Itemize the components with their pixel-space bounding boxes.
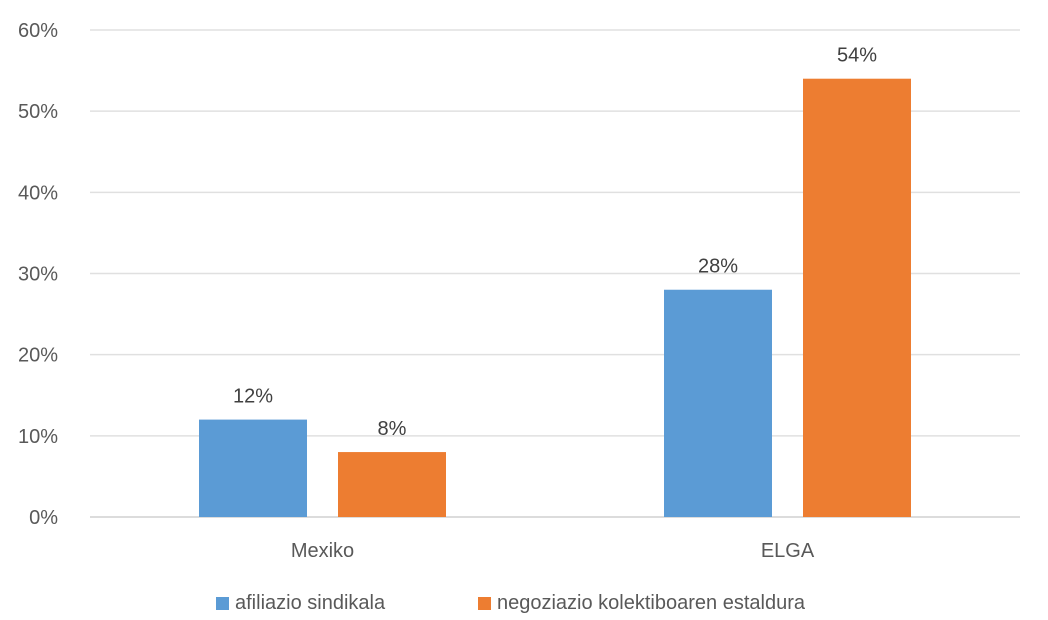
bar <box>664 289 772 517</box>
data-label: 12% <box>233 386 273 408</box>
legend-swatch <box>478 597 491 610</box>
bars <box>199 78 911 517</box>
y-tick-label: 10% <box>18 426 58 448</box>
legend-swatch <box>216 597 229 610</box>
y-tick-label: 60% <box>18 20 58 42</box>
legend: afiliazio sindikala negoziazio kolektiboa… <box>216 592 806 614</box>
x-axis-categories: Mexiko ELGA <box>291 540 815 562</box>
data-label: 8% <box>378 418 407 440</box>
legend-label: negoziazio kolektiboaren estaldura <box>497 592 806 614</box>
legend-label: afiliazio sindikala <box>235 592 386 614</box>
y-tick-label: 30% <box>18 264 58 286</box>
y-tick-label: 40% <box>18 182 58 204</box>
x-category-label: Mexiko <box>291 540 354 562</box>
y-tick-label: 20% <box>18 345 58 367</box>
y-axis-ticks: 0% 10% 20% 30% 40% 50% 60% <box>18 20 58 529</box>
y-tick-label: 0% <box>29 507 58 529</box>
data-label: 28% <box>698 256 738 278</box>
bar <box>338 452 446 517</box>
data-label: 54% <box>837 45 877 67</box>
bar <box>199 419 307 517</box>
x-category-label: ELGA <box>761 540 815 562</box>
bar <box>803 78 911 517</box>
data-labels: 12% 8% 28% 54% <box>233 45 877 440</box>
y-tick-label: 50% <box>18 101 58 123</box>
